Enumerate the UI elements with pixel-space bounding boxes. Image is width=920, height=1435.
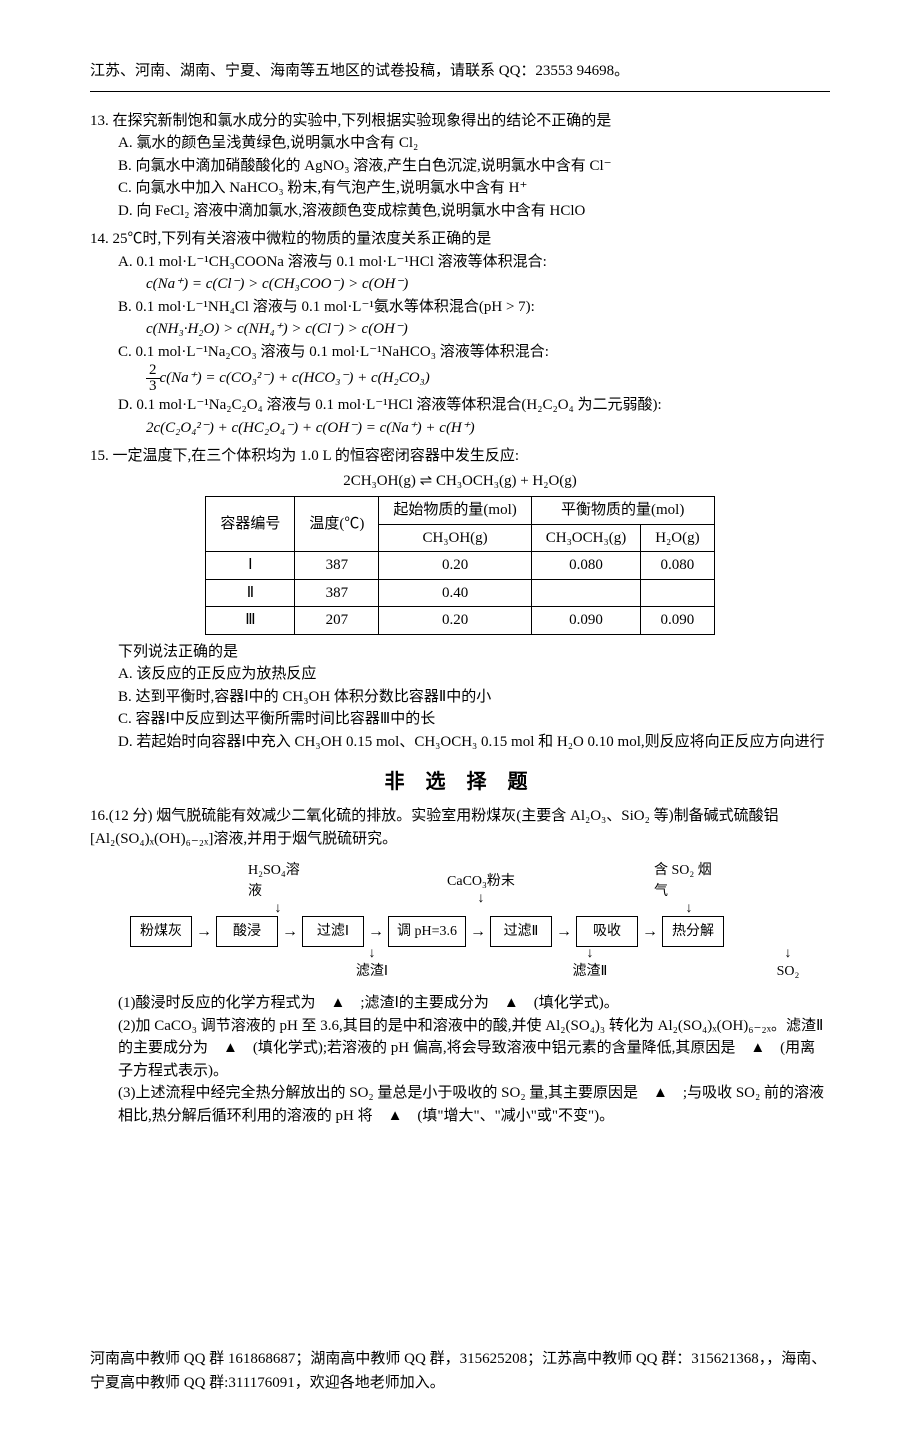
th-ch3och3: CH₃OCH₃(g) [531,524,640,552]
q14-c2: 23c(Na⁺) = c(CO₃²⁻) + c(HCO₃⁻) + c(H₂CO₃… [90,363,830,394]
q15-c: C. 容器Ⅰ中反应到达平衡所需时间比容器Ⅲ中的长 [90,708,830,731]
table-row: Ⅱ 387 0.40 [206,579,714,607]
question-13: 13. 在探究新制饱和氯水成分的实验中,下列根据实验现象得出的结论不正确的是 A… [90,110,830,223]
q16-stem: 16.(12 分) 烟气脱硫能有效减少二氧化硫的排放。实验室用粉煤灰(主要含 A… [90,805,830,850]
q16-p2: (2)加 CaCO₃ 调节溶液的 pH 至 3.6,其目的是中和溶液中的酸,并使… [90,1015,830,1083]
th-h2o: H₂O(g) [641,524,714,552]
q15-b: B. 达到平衡时,容器Ⅰ中的 CH₃OH 体积分数比容器Ⅱ中的小 [90,686,830,709]
q14-b1: B. 0.1 mol·L⁻¹NH₄Cl 溶液与 0.1 mol·L⁻¹氨水等体积… [90,296,830,319]
q14-b2: c(NH₃·H₂O) > c(NH₄⁺) > c(Cl⁻) > c(OH⁻) [90,318,830,341]
document-page: 江苏、河南、湖南、宁夏、海南等五地区的试卷投稿，请联系 QQ：23553 946… [0,0,920,1435]
flow-box-acid: 酸浸 [216,916,278,947]
table-row: Ⅰ 387 0.20 0.080 0.080 [206,552,714,580]
q14-stem: 14. 25℃时,下列有关溶液中微粒的物质的量浓度关系正确的是 [90,228,830,251]
q14-c1: C. 0.1 mol·L⁻¹Na₂CO₃ 溶液与 0.1 mol·L⁻¹NaHC… [90,341,830,364]
th-ch3oh: CH₃OH(g) [379,524,531,552]
flow-box-filter2: 过滤Ⅱ [490,916,552,947]
flow-box-absorb: 吸收 [576,916,638,947]
q15-a: A. 该反应的正反应为放热反应 [90,663,830,686]
q13-stem: 13. 在探究新制饱和氯水成分的实验中,下列根据实验现象得出的结论不正确的是 [90,110,830,133]
arrow-icon: → [196,920,212,944]
th-start: 起始物质的量(mol) [379,497,531,525]
divider [90,91,830,92]
th-temp: 温度(℃) [295,497,379,552]
header-note: 江苏、河南、湖南、宁夏、海南等五地区的试卷投稿，请联系 QQ：23553 946… [90,60,830,83]
flow-box-heat: 热分解 [662,916,724,947]
arrow-icon: → [368,920,384,944]
q15-equation: 2CH₃OH(g) ⇌ CH₃OCH₃(g) + H₂O(g) [90,470,830,493]
q15-post: 下列说法正确的是 [90,641,830,664]
table-row: Ⅲ 207 0.20 0.090 0.090 [206,607,714,635]
question-14: 14. 25℃时,下列有关溶液中微粒的物质的量浓度关系正确的是 A. 0.1 m… [90,228,830,439]
arrow-icon: → [556,920,572,944]
q16-p1: (1)酸浸时反应的化学方程式为 ▲ ;滤渣Ⅰ的主要成分为 ▲ (填化学式)。 [90,992,830,1015]
flow-top-h2so4: H₂SO₄溶液 [248,860,308,902]
section-title: 非 选 择 题 [90,767,830,797]
question-15: 15. 一定温度下,在三个体积均为 1.0 L 的恒容密闭容器中发生反应: 2C… [90,445,830,753]
question-16: 16.(12 分) 烟气脱硫能有效减少二氧化硫的排放。实验室用粉煤灰(主要含 A… [90,805,830,1127]
flow-residue1: 滤渣Ⅰ [356,961,388,982]
q13-option-a: A. 氯水的颜色呈浅黄绿色,说明氯水中含有 Cl₂ [90,132,830,155]
q13-option-c: C. 向氯水中加入 NaHCO₃ 粉末,有气泡产生,说明氯水中含有 H⁺ [90,177,830,200]
flow-top-so2: 含 SO₂ 烟气 [654,860,724,902]
footer-note: 河南高中教师 QQ 群 161868687；湖南高中教师 QQ 群，315625… [90,1347,830,1395]
q15-stem: 15. 一定温度下,在三个体积均为 1.0 L 的恒容密闭容器中发生反应: [90,445,830,468]
q13-option-b: B. 向氯水中滴加硝酸酸化的 AgNO₃ 溶液,产生白色沉淀,说明氯水中含有 C… [90,155,830,178]
flow-so2-out: SO₂ [777,961,800,982]
arrow-icon: → [470,920,486,944]
flow-box-ash: 粉煤灰 [130,916,192,947]
q15-table: 容器编号 温度(℃) 起始物质的量(mol) 平衡物质的量(mol) CH₃OH… [205,496,714,635]
q14-a1: A. 0.1 mol·L⁻¹CH₃COONa 溶液与 0.1 mol·L⁻¹HC… [90,251,830,274]
q15-d: D. 若起始时向容器Ⅰ中充入 CH₃OH 0.15 mol、CH₃OCH₃ 0.… [90,731,830,754]
th-eq: 平衡物质的量(mol) [531,497,714,525]
th-container: 容器编号 [206,497,295,552]
arrow-icon: → [282,920,298,944]
arrow-icon: → [642,920,658,944]
flow-box-filter1: 过滤Ⅰ [302,916,364,947]
flowchart: H₂SO₄溶液↓ CaCO₃粉末↓ 含 SO₂ 烟气↓ 粉煤灰 → 酸浸 → 过… [130,860,830,982]
q14-a2: c(Na⁺) = c(Cl⁻) > c(CH₃COO⁻) > c(OH⁻) [90,273,830,296]
q13-option-d: D. 向 FeCl₂ 溶液中滴加氯水,溶液颜色变成棕黄色,说明氯水中含有 HCl… [90,200,830,223]
flow-residue2: 滤渣Ⅱ [573,961,608,982]
flow-top-caco3: CaCO₃粉末 [447,871,515,892]
q14-d2: 2c(C₂O₄²⁻) + c(HC₂O₄⁻) + c(OH⁻) = c(Na⁺)… [90,417,830,440]
flow-box-ph: 调 pH=3.6 [388,916,466,947]
q14-d1: D. 0.1 mol·L⁻¹Na₂C₂O₄ 溶液与 0.1 mol·L⁻¹HCl… [90,394,830,417]
q16-p3: (3)上述流程中经完全热分解放出的 SO₂ 量总是小于吸收的 SO₂ 量,其主要… [90,1082,830,1127]
